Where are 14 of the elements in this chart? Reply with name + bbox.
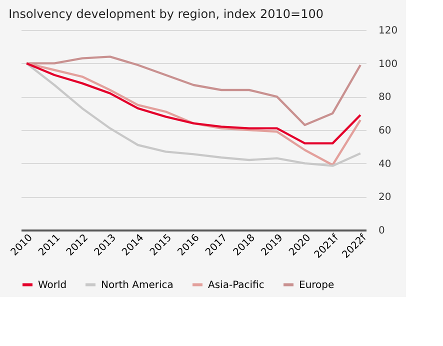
y-tick-label: 0 xyxy=(378,226,385,236)
line-series xyxy=(25,56,362,126)
chart-title: Insolvency development by region, index 2010=100 xyxy=(8,7,324,21)
y-tick-label: 20 xyxy=(378,192,392,204)
y-tick-label: 60 xyxy=(378,126,392,136)
legend-label: Europe xyxy=(299,280,334,291)
legend-label: North America xyxy=(101,280,174,291)
legend-label: World xyxy=(38,280,67,291)
y-tick-label: 120 xyxy=(378,26,398,36)
y-tick-label: 40 xyxy=(378,158,392,170)
y-tick-label: 80 xyxy=(378,92,392,104)
line-series xyxy=(25,62,362,144)
legend-label: Asia-Pacific xyxy=(208,280,264,291)
y-tick-label: 100 xyxy=(378,58,398,70)
